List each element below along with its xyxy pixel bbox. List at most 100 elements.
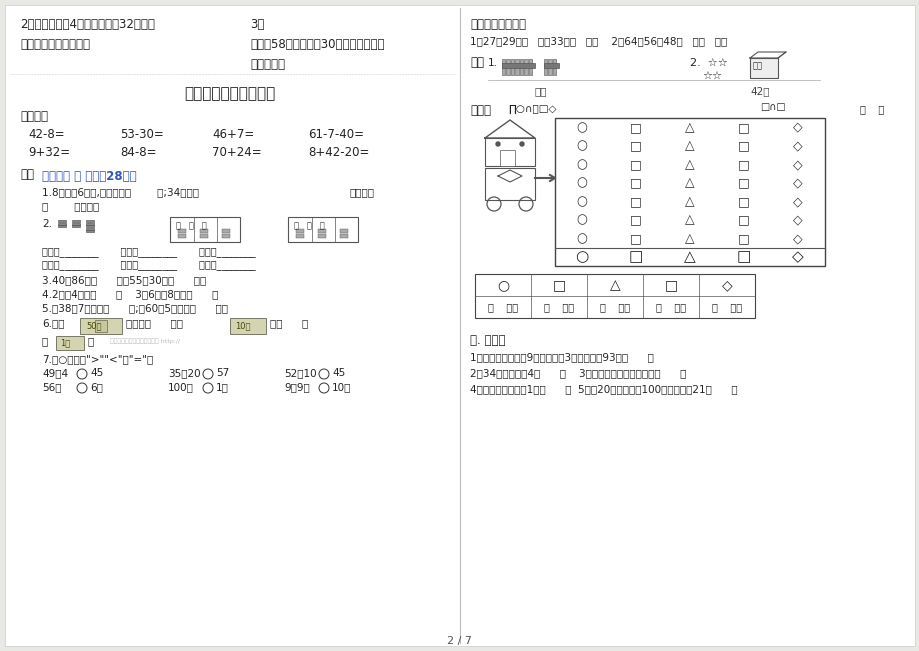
- Text: ◇: ◇: [720, 278, 732, 292]
- Bar: [548, 59, 551, 75]
- Text: 2.: 2.: [42, 219, 52, 229]
- Bar: [85, 220, 94, 222]
- Bar: [85, 225, 94, 227]
- Text: 42个: 42个: [749, 86, 768, 96]
- Text: 9+32=: 9+32=: [28, 146, 70, 159]
- Bar: [221, 234, 230, 238]
- Text: （    ）个: （ ）个: [655, 302, 686, 312]
- Text: 35＋20: 35＋20: [168, 368, 200, 378]
- Bar: [554, 118, 824, 266]
- Text: 1、一个数个位上是9；十位上是3；这个数是93。（      ）: 1、一个数个位上是9；十位上是3；这个数是93。（ ）: [470, 352, 653, 362]
- Text: 45: 45: [332, 368, 345, 378]
- Text: 56角: 56角: [42, 382, 62, 392]
- Bar: [85, 227, 94, 230]
- Text: □: □: [630, 214, 641, 227]
- Text: 二、: 二、: [20, 168, 34, 181]
- Text: △: △: [685, 195, 694, 208]
- Text: 3.40比86小（      ），55比30大（      ）。: 3.40比86小（ ），55比30大（ ）。: [42, 275, 206, 285]
- Text: （    ）个: （ ）个: [543, 302, 573, 312]
- Text: 1.: 1.: [487, 58, 497, 68]
- Bar: [474, 274, 754, 318]
- Text: 读作：________       读作：________       读作：________: 读作：________ 读作：________ 读作：________: [42, 260, 255, 270]
- Bar: [199, 234, 208, 238]
- Text: （    ）: （ ）: [859, 104, 883, 114]
- Text: 7.在○里填上">""<"或"="。: 7.在○里填上">""<"或"="。: [42, 354, 153, 364]
- Text: 五、球: 五、球: [470, 104, 491, 117]
- Text: 42-8=: 42-8=: [28, 128, 64, 141]
- Text: 1、27、29、（   ）、33、（   ）。    2、64、56、48（   ）（   ）。: 1、27、29、（ ）、33、（ ）。 2、64、56、48（ ）（ ）。: [470, 36, 726, 46]
- Text: 70+24=: 70+24=: [211, 146, 261, 159]
- Bar: [510, 59, 514, 75]
- Bar: [543, 63, 559, 68]
- Text: 2 / 7: 2 / 7: [447, 636, 472, 646]
- Text: ○: ○: [574, 249, 588, 264]
- Bar: [484, 138, 535, 166]
- Text: （    ）个: （ ）个: [711, 302, 742, 312]
- Text: ◇: ◇: [792, 121, 802, 134]
- Text: □: □: [630, 158, 641, 171]
- Bar: [58, 223, 66, 225]
- Text: 9元9角: 9元9角: [284, 382, 310, 392]
- Text: ◇: ◇: [792, 176, 802, 189]
- Text: □: □: [737, 195, 749, 208]
- Text: 6.一张: 6.一张: [42, 318, 64, 328]
- Text: ○: ○: [576, 158, 587, 171]
- Text: □: □: [737, 158, 749, 171]
- Text: （    ）个: （ ）个: [487, 302, 517, 312]
- Text: 53-30=: 53-30=: [119, 128, 164, 141]
- Text: ○: ○: [576, 139, 587, 152]
- Text: 百   十   个: 百 十 个: [294, 221, 324, 230]
- Bar: [296, 229, 303, 233]
- Text: ◇: ◇: [792, 158, 802, 171]
- Bar: [340, 229, 347, 233]
- Bar: [318, 229, 325, 233]
- Text: □: □: [737, 232, 749, 245]
- Text: □: □: [737, 121, 749, 134]
- Text: 张: 张: [42, 336, 48, 346]
- Text: □: □: [630, 139, 641, 152]
- Text: 4、最小的两位数是1。（      ）  5、比20大得多；比100小的多数是21（      ）: 4、最小的两位数是1。（ ） 5、比20大得多；比100小的多数是21（ ）: [470, 384, 737, 394]
- Bar: [524, 59, 528, 75]
- Text: 六. 判断题: 六. 判断题: [470, 334, 505, 347]
- Bar: [80, 318, 122, 334]
- Bar: [58, 225, 66, 227]
- Bar: [230, 318, 266, 334]
- Text: □: □: [664, 278, 676, 292]
- Bar: [484, 168, 535, 200]
- Text: 。: 。: [88, 336, 94, 346]
- Text: 52－10: 52－10: [284, 368, 316, 378]
- Bar: [72, 223, 80, 225]
- Text: 三、按规律填一填: 三、按规律填一填: [470, 18, 526, 31]
- Text: 61-7-40=: 61-7-40=: [308, 128, 364, 141]
- Text: 里原来有多少名学生？: 里原来有多少名学生？: [20, 38, 90, 51]
- Text: 2.  ☆☆: 2. ☆☆: [689, 58, 727, 68]
- Text: ○: ○: [576, 214, 587, 227]
- Text: △: △: [685, 176, 694, 189]
- Text: □: □: [737, 139, 749, 152]
- Bar: [56, 336, 84, 350]
- Text: 可以换（      ）张: 可以换（ ）张: [126, 318, 183, 328]
- Bar: [749, 58, 777, 78]
- Text: △: △: [685, 214, 694, 227]
- Text: ○: ○: [576, 121, 587, 134]
- Text: ◇: ◇: [792, 214, 802, 227]
- Text: 四、: 四、: [470, 56, 483, 69]
- Text: △: △: [609, 278, 619, 292]
- Bar: [177, 229, 186, 233]
- Bar: [170, 217, 240, 242]
- Text: □: □: [630, 176, 641, 189]
- Text: 50元: 50元: [85, 321, 101, 330]
- Bar: [528, 59, 532, 75]
- Text: 写作：________       写作：________       写作：________: 写作：________ 写作：________ 写作：________: [42, 247, 255, 257]
- Bar: [296, 234, 303, 238]
- Text: 49－4: 49－4: [42, 368, 68, 378]
- Bar: [499, 150, 515, 166]
- Bar: [502, 59, 505, 75]
- Text: 6元: 6元: [90, 382, 103, 392]
- Text: △: △: [685, 139, 694, 152]
- Bar: [95, 320, 107, 332]
- Bar: [72, 225, 80, 227]
- Bar: [318, 234, 325, 238]
- Bar: [85, 223, 94, 225]
- Text: 1元: 1元: [60, 338, 70, 347]
